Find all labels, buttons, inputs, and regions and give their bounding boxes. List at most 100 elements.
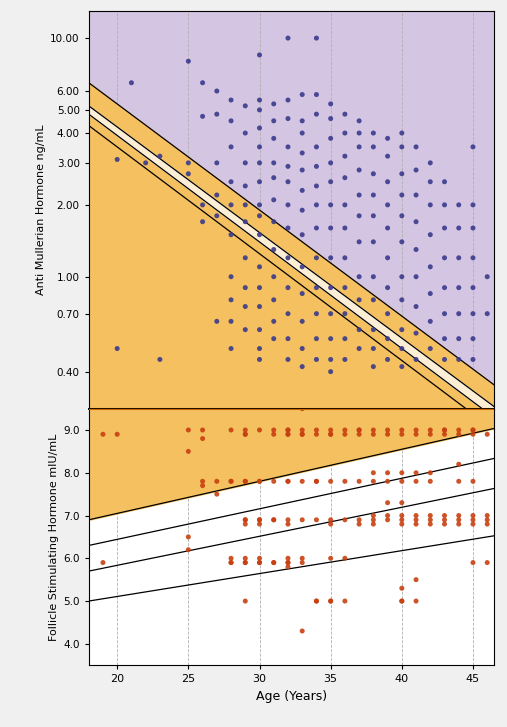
Point (412, 518, 420, 530)
Point (398, 342, 406, 354)
Point (284, 518, 292, 530)
Point (327, 518, 335, 530)
Point (398, 361, 406, 372)
Point (241, 100, 249, 112)
Point (312, 282, 320, 294)
Point (256, 261, 264, 273)
Point (298, 147, 306, 158)
Y-axis label: Follicle Stimulating Hormone mIU/mL: Follicle Stimulating Hormone mIU/mL (49, 433, 59, 640)
Point (327, 595, 335, 607)
Point (199, 199, 207, 211)
Point (469, 141, 477, 153)
Point (241, 180, 249, 192)
Point (398, 210, 406, 222)
Point (298, 361, 306, 372)
Point (256, 157, 264, 169)
Point (398, 514, 406, 526)
Point (284, 95, 292, 106)
Point (398, 510, 406, 521)
Point (298, 428, 306, 440)
Point (369, 475, 377, 487)
Point (213, 316, 221, 327)
Point (241, 127, 249, 139)
Point (256, 342, 264, 354)
Point (455, 459, 463, 470)
Point (284, 475, 292, 487)
Point (426, 199, 434, 211)
Point (398, 189, 406, 201)
Point (298, 475, 306, 487)
Point (383, 333, 391, 345)
Point (441, 514, 449, 526)
Point (256, 475, 264, 487)
Point (327, 282, 335, 294)
Point (327, 514, 335, 526)
Point (241, 518, 249, 530)
Point (213, 189, 221, 201)
Point (441, 424, 449, 435)
Point (441, 282, 449, 294)
Point (284, 32, 292, 44)
Point (312, 475, 320, 487)
Point (284, 141, 292, 153)
Point (227, 271, 235, 283)
Point (412, 595, 420, 607)
Point (355, 210, 363, 222)
Point (355, 271, 363, 283)
Point (426, 428, 434, 440)
Point (441, 199, 449, 211)
Point (284, 557, 292, 569)
Point (412, 271, 420, 283)
Point (327, 222, 335, 234)
Point (199, 216, 207, 228)
Point (270, 294, 278, 305)
Point (327, 353, 335, 365)
Point (241, 282, 249, 294)
Point (341, 353, 349, 365)
Point (298, 115, 306, 126)
Point (483, 518, 491, 530)
Point (256, 122, 264, 134)
Point (270, 172, 278, 183)
Point (227, 115, 235, 126)
Point (298, 428, 306, 440)
Point (199, 424, 207, 435)
Point (369, 168, 377, 180)
Point (270, 557, 278, 569)
Point (355, 164, 363, 176)
Point (113, 428, 121, 440)
Point (398, 595, 406, 607)
Point (383, 252, 391, 264)
Point (469, 475, 477, 487)
Point (270, 115, 278, 126)
Point (312, 89, 320, 100)
Point (398, 168, 406, 180)
Point (469, 222, 477, 234)
Point (284, 252, 292, 264)
Point (241, 514, 249, 526)
Point (341, 514, 349, 526)
Point (284, 424, 292, 435)
Point (298, 557, 306, 569)
Point (355, 189, 363, 201)
Point (469, 428, 477, 440)
Point (441, 518, 449, 530)
Point (312, 161, 320, 172)
Point (312, 180, 320, 192)
Point (483, 271, 491, 283)
Point (341, 222, 349, 234)
Point (256, 518, 264, 530)
Point (469, 518, 477, 530)
Point (241, 216, 249, 228)
Point (327, 113, 335, 124)
Point (355, 115, 363, 126)
Point (298, 424, 306, 435)
Point (355, 127, 363, 139)
Point (227, 176, 235, 188)
Point (327, 595, 335, 607)
Point (227, 199, 235, 211)
X-axis label: Age (Years): Age (Years) (256, 690, 327, 703)
Point (327, 475, 335, 487)
Point (156, 150, 164, 162)
Point (426, 467, 434, 478)
